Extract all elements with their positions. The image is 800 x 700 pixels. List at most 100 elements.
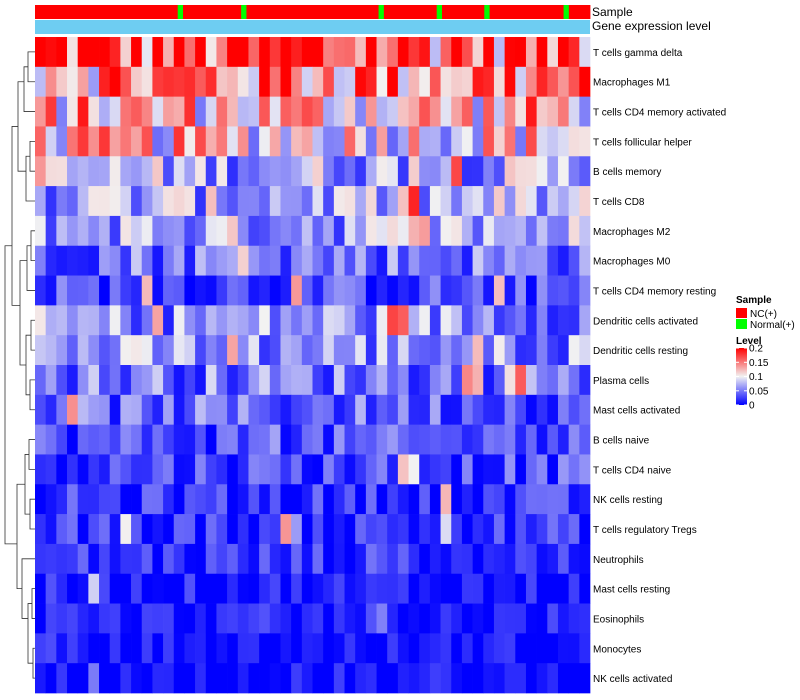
heatmap-cell (472, 126, 484, 157)
row-label: B cells memory (593, 167, 661, 178)
heatmap-cell (237, 305, 249, 336)
heatmap-cell (376, 245, 388, 276)
heatmap-cell (301, 275, 313, 306)
heatmap-cell (429, 454, 441, 485)
heatmap-cell (515, 454, 527, 485)
heatmap-cell (205, 275, 217, 306)
heatmap-cell (56, 156, 68, 187)
heatmap-cell (77, 633, 89, 664)
heatmap-cell (451, 543, 463, 575)
heatmap-cell (515, 215, 527, 247)
heatmap-cell (440, 186, 452, 217)
heatmap-cell (579, 275, 591, 306)
heatmap-cell (131, 245, 143, 276)
heatmap-cell (568, 186, 580, 217)
sample-annotation-cell (135, 5, 142, 19)
sample-annotation-cell (294, 5, 300, 19)
heatmap-cell (579, 186, 591, 217)
heatmap-cell (419, 394, 431, 425)
gene-track-label: Gene expression level (592, 19, 711, 33)
heatmap-cell (376, 37, 388, 68)
heatmap-cell (493, 514, 505, 545)
legend-label-normal: Normal(+) (750, 320, 795, 331)
sample-annotation-cell (558, 5, 564, 19)
heatmap-cell (248, 663, 260, 694)
heatmap-cell (259, 96, 271, 127)
heatmap-cell (205, 633, 217, 664)
heatmap-cell (397, 603, 409, 634)
heatmap-cell (216, 215, 228, 247)
heatmap-cell (333, 186, 345, 217)
sample-annotation-cell (188, 5, 194, 19)
sample-annotation-cell (309, 5, 316, 19)
heatmap-cell (408, 66, 420, 97)
heatmap-cell (419, 96, 431, 127)
heatmap-cell (387, 156, 399, 187)
heatmap-cell (141, 215, 153, 247)
heatmap-cell (483, 156, 495, 187)
heatmap-cell (163, 215, 175, 247)
heatmap-cell (547, 394, 559, 425)
heatmap-cell (195, 305, 207, 336)
heatmap-cell (195, 543, 207, 575)
heatmap-cell (280, 186, 292, 217)
heatmap-cell (269, 215, 281, 247)
row-label: Neutrophils (593, 555, 644, 566)
heatmap-cell (547, 365, 559, 396)
heatmap-cell (547, 335, 559, 366)
heatmap-cell (333, 215, 345, 247)
heatmap-cell (579, 394, 591, 425)
heatmap-cell (269, 633, 281, 664)
heatmap-cell (184, 96, 196, 127)
heatmap-cell (227, 633, 239, 664)
heatmap-cell (237, 514, 249, 545)
heatmap-cell (440, 484, 452, 515)
heatmap-cell (88, 186, 100, 217)
heatmap-cell (312, 543, 324, 575)
heatmap-cell (525, 186, 537, 217)
heatmap-cell (568, 543, 580, 575)
row-label: T cells CD4 memory activated (593, 108, 726, 119)
sample-annotation-cell (341, 5, 348, 19)
heatmap-cell (547, 275, 559, 306)
heatmap-cell (163, 186, 175, 217)
heatmap-cell (355, 484, 367, 515)
sample-annotation-cell (45, 5, 52, 19)
heatmap-cell (568, 335, 580, 366)
heatmap-cell (131, 305, 143, 336)
heatmap-cell (131, 365, 143, 396)
heatmap-cell (429, 275, 441, 306)
heatmap-cell (472, 543, 484, 575)
heatmap-cell (429, 335, 441, 366)
heatmap-cell (248, 305, 260, 336)
heatmap-cell (536, 156, 548, 187)
heatmap-cell (547, 215, 559, 247)
heatmap-cell (109, 156, 121, 187)
heatmap-cell (173, 573, 185, 604)
heatmap-cell (195, 245, 207, 276)
heatmap-cell (579, 603, 591, 634)
heatmap-cell (67, 603, 79, 634)
heatmap-cell (67, 424, 79, 455)
sample-annotation-cell (299, 5, 305, 19)
heatmap-cell (67, 335, 79, 366)
heatmap-cell (483, 66, 495, 97)
heatmap-cell (301, 543, 313, 575)
sample-annotation-cell (61, 5, 68, 19)
heatmap-cell (451, 633, 463, 664)
heatmap-cell (323, 96, 335, 127)
heatmap-cell (109, 245, 121, 276)
heatmap-cell (45, 335, 57, 366)
heatmap-cell (440, 514, 452, 545)
sample-annotation-cell (251, 5, 258, 19)
sample-annotation-cell (516, 5, 522, 19)
heatmap-cell (568, 96, 580, 127)
heatmap-cell (312, 603, 324, 634)
heatmap-cell (536, 514, 548, 545)
heatmap-cell (557, 186, 569, 217)
heatmap-cell (344, 484, 356, 515)
heatmap-cell (216, 603, 228, 634)
heatmap-cell (408, 335, 420, 366)
heatmap-cell (35, 215, 47, 247)
